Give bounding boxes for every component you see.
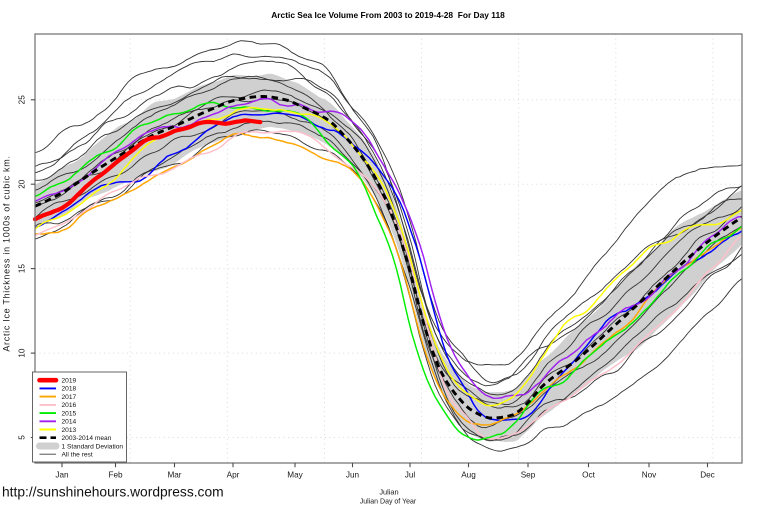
svg-text:2016: 2016 bbox=[62, 402, 77, 409]
svg-text:10: 10 bbox=[18, 348, 27, 358]
svg-text:Jul: Jul bbox=[405, 471, 416, 480]
svg-text:2014: 2014 bbox=[62, 419, 77, 426]
svg-text:2013: 2013 bbox=[62, 427, 77, 434]
svg-text:Apr: Apr bbox=[227, 471, 240, 480]
svg-text:15: 15 bbox=[18, 264, 27, 274]
svg-text:2003-2014 mean: 2003-2014 mean bbox=[62, 435, 112, 442]
svg-text:Arctic Sea Ice Volume From 200: Arctic Sea Ice Volume From 2003 to 2019-… bbox=[271, 10, 505, 20]
svg-text:Julian: Julian bbox=[379, 488, 398, 497]
svg-text:2019: 2019 bbox=[62, 378, 77, 385]
svg-text:Arctic Ice Thickness in 1000s: Arctic Ice Thickness in 1000s of cubic k… bbox=[2, 155, 12, 351]
svg-text:2017: 2017 bbox=[62, 394, 77, 401]
svg-text:May: May bbox=[287, 471, 303, 480]
svg-text:25: 25 bbox=[18, 95, 27, 105]
svg-text:Mar: Mar bbox=[167, 471, 181, 480]
svg-text:Aug: Aug bbox=[461, 471, 476, 480]
svg-text:Feb: Feb bbox=[108, 471, 123, 480]
svg-text:1 Standard Deviation: 1 Standard Deviation bbox=[62, 443, 124, 450]
svg-text:Jun: Jun bbox=[346, 471, 360, 480]
svg-text:2015: 2015 bbox=[62, 410, 77, 417]
svg-text:2018: 2018 bbox=[62, 386, 77, 393]
svg-text:Oct: Oct bbox=[582, 471, 595, 480]
svg-text:Sep: Sep bbox=[521, 471, 536, 480]
svg-text:http://sunshinehours.wordpress: http://sunshinehours.wordpress.com bbox=[2, 485, 224, 500]
svg-text:Jan: Jan bbox=[55, 471, 69, 480]
svg-text:All the rest: All the rest bbox=[62, 452, 93, 459]
svg-text:Dec: Dec bbox=[700, 471, 715, 480]
svg-text:20: 20 bbox=[18, 179, 27, 189]
svg-text:Julian Day of Year: Julian Day of Year bbox=[360, 498, 417, 505]
svg-text:5: 5 bbox=[18, 435, 27, 440]
svg-text:Nov: Nov bbox=[642, 471, 657, 480]
